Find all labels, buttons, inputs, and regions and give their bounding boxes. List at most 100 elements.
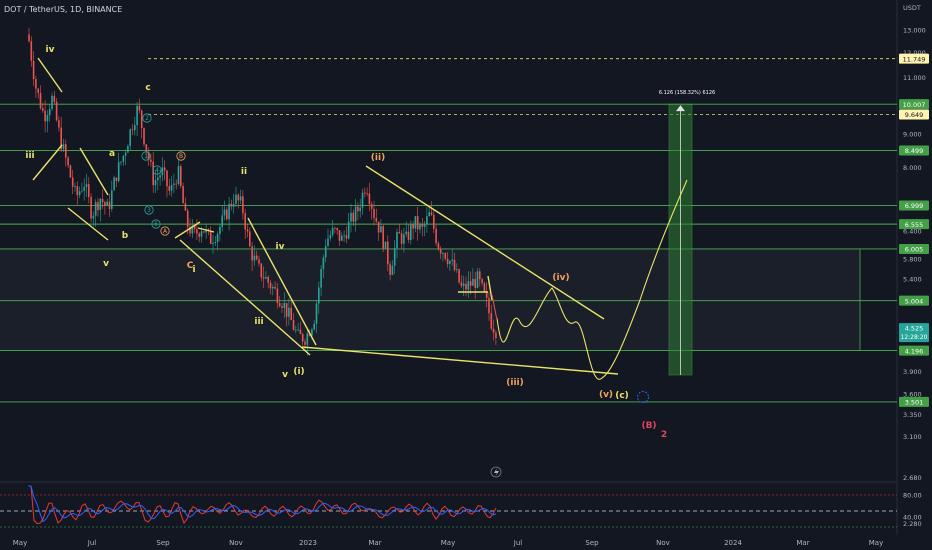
candle-body	[366, 193, 368, 195]
candle-body	[391, 265, 394, 275]
candle-body	[359, 207, 361, 212]
candle-body	[69, 165, 72, 178]
candle-body	[458, 269, 460, 283]
candle-body	[492, 328, 495, 333]
candle-body	[315, 303, 318, 324]
candle-body	[175, 183, 177, 185]
candle-body	[423, 224, 426, 227]
candle-body	[449, 260, 451, 264]
circled-wave-label: 1	[144, 153, 148, 160]
candle-body	[297, 329, 299, 331]
candle-body	[88, 184, 90, 197]
candle-body	[163, 167, 166, 171]
candle-body	[488, 297, 490, 314]
candle-body	[285, 303, 288, 317]
candle-body	[30, 41, 33, 61]
candle-body	[281, 306, 283, 308]
candle-body	[384, 241, 387, 249]
candle-body	[78, 191, 81, 196]
current-price-tag	[899, 323, 929, 343]
level-price-tag	[899, 53, 929, 64]
wave-label: (v)	[599, 390, 613, 400]
candle-body	[370, 204, 373, 209]
wave-label: (iv)	[552, 273, 569, 283]
wedge-line	[174, 221, 201, 239]
candle-body	[209, 230, 212, 244]
candle-body	[361, 192, 364, 208]
circled-wave-label: 4	[155, 167, 159, 174]
candle-body	[39, 92, 42, 109]
candle-body	[189, 226, 191, 234]
level-price-text: 6.999	[905, 202, 924, 210]
wave-label: c	[145, 83, 150, 93]
candle-body	[435, 228, 437, 244]
candle-body	[485, 291, 488, 298]
wedge-line	[37, 57, 63, 93]
candle-body	[221, 215, 223, 227]
candle-body	[117, 162, 120, 181]
candle-body	[67, 157, 69, 166]
circled-wave-label: 2	[145, 115, 149, 122]
candles	[28, 28, 497, 356]
time-tick: 2024	[724, 539, 742, 547]
wave-label: i	[192, 265, 195, 275]
circled-wave-label: 5	[154, 221, 158, 228]
circled-wave-marker	[176, 151, 186, 161]
candle-body	[336, 228, 338, 231]
price-tick: 2.680	[903, 474, 922, 482]
candle-body	[400, 233, 403, 244]
candle-body	[46, 115, 49, 122]
level-price-tag	[899, 200, 929, 211]
time-tick: Sep	[585, 539, 599, 547]
level-price-tag	[899, 99, 929, 110]
candle-body	[99, 198, 102, 211]
candle-body	[101, 198, 104, 203]
candle-body	[143, 128, 145, 145]
level-price-tag	[899, 219, 929, 230]
candle-body	[292, 320, 295, 330]
candle-body	[168, 186, 171, 191]
candle-body	[186, 210, 189, 227]
wedge-line	[32, 144, 63, 181]
candle-body	[469, 281, 472, 286]
candle-body	[382, 226, 384, 249]
candle-body	[412, 224, 414, 229]
candle-body	[274, 286, 276, 289]
candle-body	[74, 186, 76, 187]
candle-body	[53, 95, 56, 102]
candle-body	[219, 226, 221, 234]
candle-body	[48, 109, 51, 116]
candle-body	[410, 224, 412, 240]
candle-body	[198, 233, 200, 237]
wave-label: iii	[25, 151, 34, 161]
candle-body	[212, 242, 214, 244]
candle-body	[290, 307, 292, 321]
wave-label: (c)	[615, 391, 629, 401]
wave-label: iii	[254, 317, 263, 327]
candle-body	[334, 227, 336, 229]
wedge-line	[67, 207, 109, 241]
candle-body	[32, 60, 35, 80]
candle-body	[51, 95, 53, 110]
candle-body	[90, 196, 92, 219]
candle-body	[113, 177, 115, 191]
time-tick: Nov	[229, 539, 243, 547]
candle-body	[262, 277, 265, 279]
price-tick: 3.900	[903, 368, 922, 376]
wave-label: 2	[661, 430, 667, 440]
candle-body	[170, 184, 173, 191]
circled-wave-marker	[152, 165, 162, 175]
candle-body	[479, 271, 481, 280]
candle-body	[55, 101, 58, 121]
candle-body	[304, 341, 306, 345]
osc-tick: 80.00	[903, 492, 922, 500]
candle-body	[345, 235, 348, 239]
candle-body	[377, 221, 380, 233]
signal-line	[28, 485, 497, 523]
wave-label: (B)	[641, 421, 656, 431]
candle-body	[295, 329, 297, 331]
candle-body	[456, 269, 458, 271]
candle-body	[398, 231, 401, 234]
candle-body	[405, 231, 407, 235]
